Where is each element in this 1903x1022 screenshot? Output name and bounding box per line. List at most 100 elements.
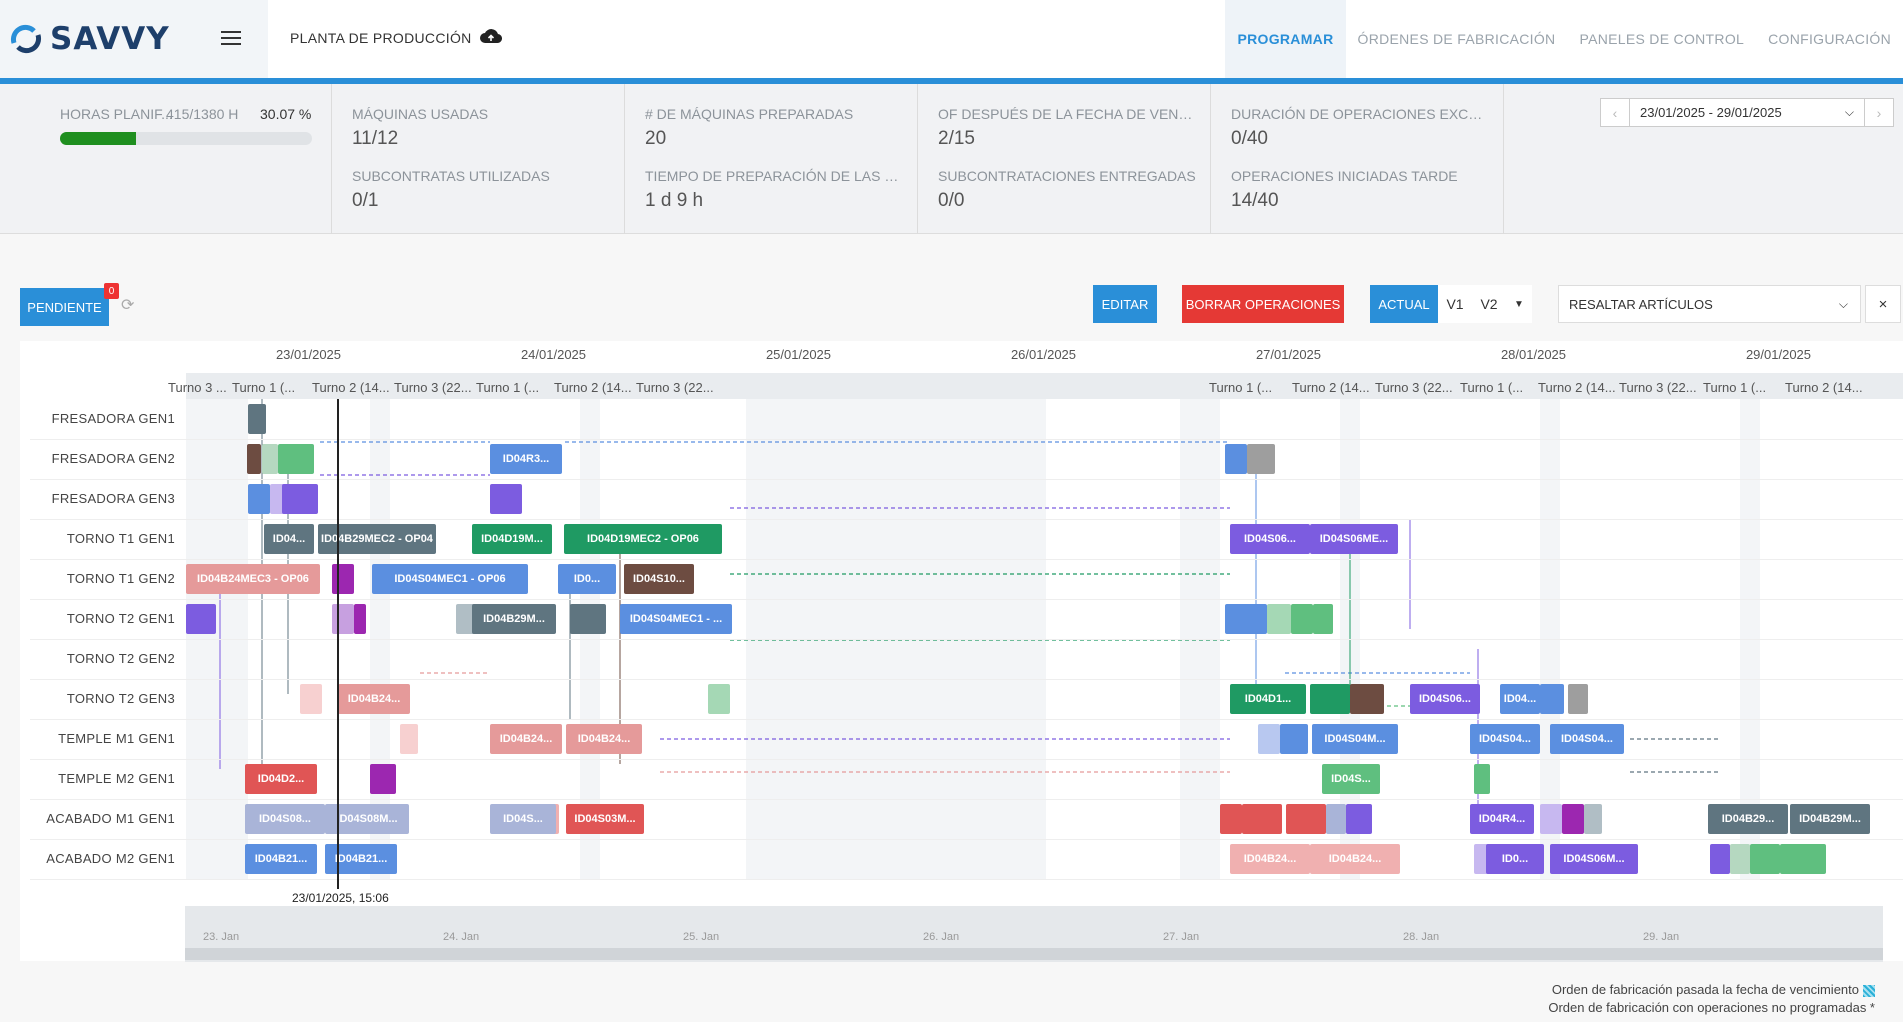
operation-bar[interactable]: ID04B21... <box>325 844 397 874</box>
operation-bar[interactable]: ID04S06M... <box>1550 844 1638 874</box>
operation-block[interactable] <box>248 404 266 434</box>
operation-bar[interactable]: ID0... <box>1486 844 1544 874</box>
operation-bar[interactable]: ID04R4... <box>1470 804 1534 834</box>
edit-button[interactable]: EDITAR <box>1093 285 1157 323</box>
operation-bar[interactable]: ID04S08... <box>245 804 325 834</box>
operation-bar[interactable]: ID04S04... <box>1470 724 1540 754</box>
operation-bar[interactable]: ID04S04... <box>1550 724 1624 754</box>
operation-block[interactable] <box>282 484 318 514</box>
operation-bar[interactable]: ID04B29MEC2 - OP04 <box>318 524 436 554</box>
version-v1-button[interactable]: V1 <box>1438 285 1472 323</box>
operation-bar[interactable]: ID04B29... <box>1708 804 1788 834</box>
operation-block[interactable] <box>370 764 396 794</box>
operation-bar[interactable]: ID04B24... <box>1230 844 1310 874</box>
operation-block[interactable] <box>1280 724 1308 754</box>
operation-bar[interactable]: ID04S04MEC1 - OP06 <box>372 564 528 594</box>
operation-block[interactable] <box>1267 604 1291 634</box>
operation-bar[interactable]: ID04S03M... <box>566 804 644 834</box>
operation-bar[interactable]: ID04S06... <box>1410 684 1480 714</box>
operation-block[interactable] <box>1220 804 1242 834</box>
highlight-items-select[interactable]: RESALTAR ARTÍCULOS ⌵ <box>1558 285 1861 323</box>
operation-bar[interactable]: ID04B24... <box>566 724 642 754</box>
operation-block[interactable] <box>1326 804 1346 834</box>
operation-bar[interactable]: ID04S06... <box>1230 524 1310 554</box>
operation-block[interactable] <box>1225 604 1267 634</box>
operation-bar[interactable]: ID04S04MEC1 - ... <box>620 604 732 634</box>
operation-block[interactable] <box>1710 844 1730 874</box>
operation-bar[interactable]: ID04B24... <box>338 684 410 714</box>
nav-ordenes[interactable]: ÓRDENES DE FABRICACIÓN <box>1357 31 1556 47</box>
operation-bar[interactable]: ID04D19MEC2 - OP06 <box>564 524 722 554</box>
operation-bar[interactable]: ID04D2... <box>245 764 317 794</box>
operation-block[interactable] <box>1584 804 1602 834</box>
operation-block[interactable] <box>300 684 322 714</box>
operation-block[interactable] <box>1346 804 1372 834</box>
operation-bar[interactable]: ID04D1... <box>1230 684 1306 714</box>
delete-operations-button[interactable]: BORRAR OPERACIONES <box>1182 285 1344 323</box>
operation-bar[interactable]: ID04... <box>1500 684 1540 714</box>
operation-bar[interactable]: ID04R3... <box>490 444 562 474</box>
operation-block[interactable] <box>332 564 354 594</box>
operation-block[interactable] <box>332 604 354 634</box>
operation-bar[interactable]: ID04B24MEC3 - OP06 <box>186 564 320 594</box>
pending-button[interactable]: PENDIENTE <box>20 288 109 326</box>
operation-block[interactable] <box>1242 804 1282 834</box>
version-dropdown-icon[interactable]: ▼ <box>1506 285 1532 323</box>
date-range-select[interactable]: 23/01/2025 - 29/01/2025 ⌵ <box>1630 98 1864 127</box>
operation-block[interactable] <box>708 684 730 714</box>
operation-block[interactable] <box>186 604 216 634</box>
version-actual-button[interactable]: ACTUAL <box>1370 285 1438 323</box>
operation-block[interactable] <box>278 444 314 474</box>
operation-bar[interactable]: ID04... <box>264 524 314 554</box>
operation-bar[interactable]: ID04S04M... <box>1312 724 1398 754</box>
operation-block[interactable] <box>354 604 366 634</box>
operation-bar[interactable]: ID04B21... <box>245 844 317 874</box>
operation-block[interactable] <box>1286 804 1326 834</box>
operation-bar[interactable]: ID04B24... <box>490 724 562 754</box>
operation-block[interactable] <box>247 444 261 474</box>
timeline-scrollbar[interactable] <box>185 948 1883 960</box>
operation-bar[interactable]: ID04B29M... <box>1790 804 1870 834</box>
operation-bar[interactable]: ID0... <box>558 564 616 594</box>
operation-bar[interactable]: ID04D19M... <box>472 524 552 554</box>
cloud-upload-icon[interactable] <box>480 28 502 44</box>
nav-configuracion[interactable]: CONFIGURACIÓN <box>1768 31 1891 47</box>
operation-block[interactable] <box>570 604 606 634</box>
operation-block[interactable] <box>1750 844 1780 874</box>
operation-block[interactable] <box>1568 684 1588 714</box>
version-v2-button[interactable]: V2 <box>1472 285 1506 323</box>
menu-icon[interactable] <box>221 31 241 47</box>
operation-block[interactable] <box>262 444 278 474</box>
date-next-button[interactable]: › <box>1864 98 1894 127</box>
operation-block[interactable] <box>1350 684 1384 714</box>
operation-block[interactable] <box>1313 604 1333 634</box>
operation-bar[interactable]: ID04S... <box>1322 764 1380 794</box>
operation-block[interactable] <box>1730 844 1750 874</box>
operation-block[interactable] <box>1225 444 1247 474</box>
operation-bar[interactable]: ID04S10... <box>624 564 694 594</box>
logo[interactable]: SAVVY <box>0 0 268 78</box>
operation-block[interactable] <box>1780 844 1826 874</box>
operation-block[interactable] <box>1540 684 1564 714</box>
operation-bar[interactable]: ID04S08M... <box>325 804 409 834</box>
operation-bar[interactable]: ID04B29M... <box>472 604 556 634</box>
operation-block[interactable] <box>400 724 418 754</box>
refresh-icon[interactable]: ⟳ <box>121 297 135 314</box>
operation-bar[interactable]: ID04S... <box>490 804 556 834</box>
operation-block[interactable] <box>1310 684 1350 714</box>
operation-block[interactable] <box>1291 604 1313 634</box>
operation-block[interactable] <box>490 484 522 514</box>
nav-paneles[interactable]: PANELES DE CONTROL <box>1579 31 1745 47</box>
operation-block[interactable] <box>1562 804 1584 834</box>
operation-block[interactable] <box>1258 724 1280 754</box>
nav-programar[interactable]: PROGRAMAR <box>1225 0 1346 78</box>
date-prev-button[interactable]: ‹ <box>1600 98 1630 127</box>
operation-bar[interactable]: ID04B24... <box>1310 844 1400 874</box>
operation-bar[interactable]: ID04S06ME... <box>1310 524 1398 554</box>
clear-highlight-button[interactable]: × <box>1865 285 1901 323</box>
subcontracts-delivered-value: 0/0 <box>938 190 965 211</box>
operation-block[interactable] <box>1247 444 1275 474</box>
operation-block[interactable] <box>1540 804 1562 834</box>
operation-block[interactable] <box>1474 764 1490 794</box>
operation-block[interactable] <box>248 484 270 514</box>
